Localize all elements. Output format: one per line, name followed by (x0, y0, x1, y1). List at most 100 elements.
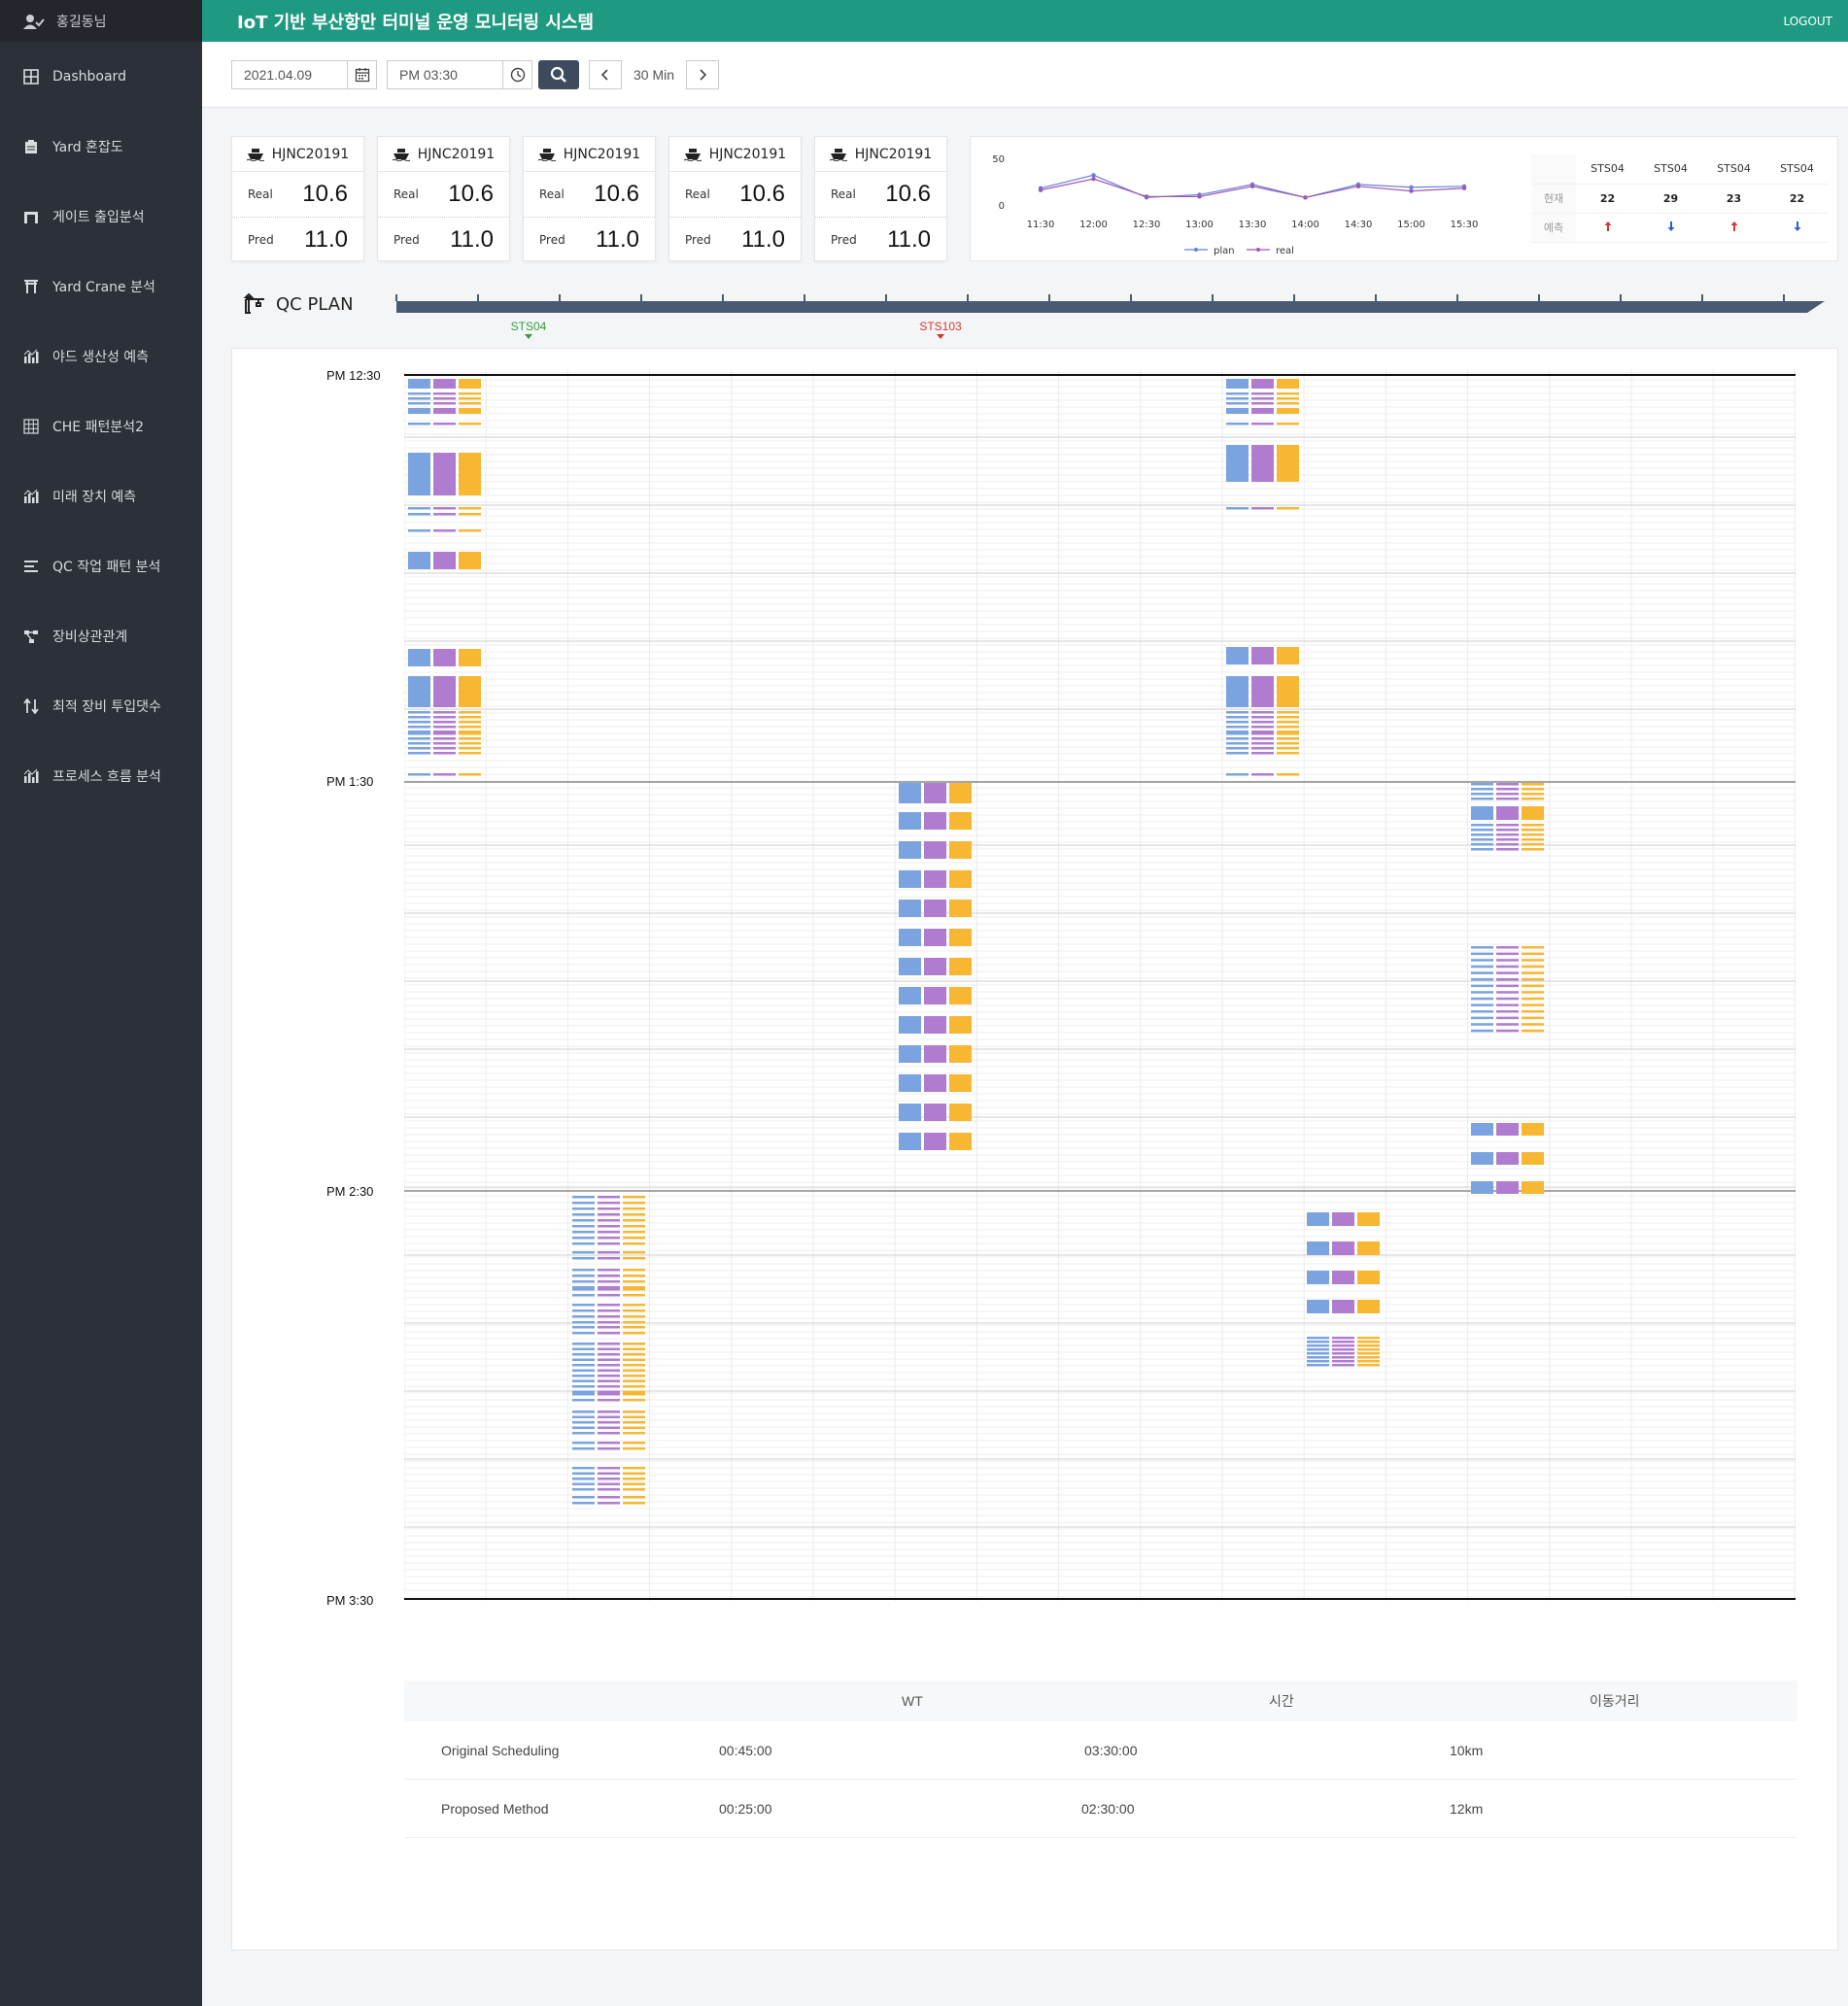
next-interval-button[interactable] (686, 59, 720, 89)
work-stripe (1251, 397, 1274, 400)
work-stripe (408, 731, 430, 733)
date-input[interactable]: 2021.04.09 (231, 59, 348, 89)
sts-current-value: 22 (1765, 184, 1829, 214)
work-stripe (572, 1379, 595, 1382)
data-point (1409, 188, 1414, 193)
work-stripe (1251, 507, 1274, 510)
calendar-button[interactable] (348, 59, 377, 89)
work-stripe (1277, 731, 1299, 733)
work-stripe (1251, 731, 1274, 733)
work-stripe (1471, 1029, 1493, 1033)
work-stripe (1307, 1356, 1329, 1359)
work-stripe (623, 1447, 645, 1450)
real-value: 10.6 (739, 181, 785, 207)
sidebar-item[interactable]: 프로세스 흐름 분석 (0, 741, 202, 811)
sts-marker[interactable]: STS04 (511, 320, 547, 339)
work-stripe (1496, 838, 1519, 841)
sidebar-item[interactable]: Dashboard (0, 42, 202, 112)
work-stripe (408, 747, 430, 750)
x-tick-label: 12:00 (1079, 220, 1108, 230)
work-stripe (598, 1251, 620, 1254)
work-stripe (1471, 783, 1493, 786)
work-stripe (623, 1294, 645, 1297)
work-block (1307, 1271, 1329, 1284)
time-value: 02:30:00 (1081, 1800, 1135, 1817)
work-block (459, 552, 481, 569)
time-input[interactable]: PM 03:30 (387, 59, 503, 89)
work-stripe (1496, 1016, 1519, 1020)
work-block (1277, 676, 1299, 707)
work-block (1332, 1212, 1354, 1226)
x-tick-label: 12:30 (1133, 220, 1161, 230)
work-stripe (1251, 742, 1274, 745)
work-block (949, 841, 972, 859)
data-point (1144, 194, 1149, 199)
work-stripe (1496, 991, 1519, 994)
sidebar-item-label: 장비상관관계 (52, 629, 128, 645)
work-stripe (1332, 1344, 1354, 1347)
work-stripe (572, 1421, 595, 1424)
work-stripe (572, 1257, 595, 1260)
sidebar-item[interactable]: Yard 혼잡도 (0, 112, 202, 182)
work-stripe (408, 721, 430, 724)
sts-marker[interactable]: STS103 (919, 320, 962, 339)
sts-header: STS04 (1765, 154, 1829, 185)
x-tick-label: 13:00 (1185, 220, 1214, 230)
work-stripe (1496, 843, 1519, 846)
work-stripe (1357, 1337, 1380, 1340)
work-stripe (1251, 423, 1274, 425)
ship-icon (246, 148, 264, 161)
sidebar-item[interactable]: 게이트 출입분석 (0, 182, 202, 252)
prev-interval-button[interactable] (589, 59, 622, 89)
work-block (1251, 379, 1274, 389)
work-stripe (623, 1421, 645, 1424)
user-info[interactable]: 홍길동님 (0, 0, 202, 42)
sidebar-item[interactable]: 야드 생산성 예측 (0, 322, 202, 391)
vessel-card-header: HJNC20191 (524, 137, 655, 172)
work-stripe (598, 1393, 620, 1396)
real-label: Real (685, 187, 710, 201)
legend-label: real (1276, 246, 1294, 256)
sidebar-item[interactable]: Yard Crane 분석 (0, 252, 202, 322)
work-block (1277, 379, 1299, 389)
work-stripe (572, 1332, 595, 1335)
sidebar-item[interactable]: QC 작업 패턴 분석 (0, 531, 202, 601)
work-stripe (598, 1225, 620, 1228)
clock-button[interactable] (503, 59, 532, 89)
work-stripe (572, 1251, 595, 1254)
work-stripe (459, 423, 481, 425)
work-stripe (1471, 978, 1493, 981)
work-stripe (1522, 848, 1544, 851)
work-block (924, 929, 946, 946)
sidebar-item[interactable]: 최적 장비 투입댓수 (0, 671, 202, 741)
work-stripe (1307, 1348, 1329, 1351)
work-stripe (1496, 783, 1519, 786)
work-stripe (598, 1304, 620, 1307)
real-label: Real (539, 187, 565, 201)
work-stripe (1357, 1341, 1380, 1343)
sidebar-item[interactable]: CHE 패턴분석2 (0, 391, 202, 461)
work-block (949, 929, 972, 946)
work-stripe (433, 747, 456, 750)
interval-label: 30 Min (633, 66, 675, 83)
work-stripe (598, 1369, 620, 1372)
sidebar-item[interactable]: 미래 장치 예측 (0, 461, 202, 531)
work-stripe (623, 1390, 645, 1393)
work-stripe (598, 1315, 620, 1318)
data-point (1091, 176, 1096, 182)
work-block (433, 408, 456, 414)
work-stripe (572, 1467, 595, 1470)
logout-link[interactable]: LOGOUT (1783, 14, 1832, 28)
work-stripe (1332, 1356, 1354, 1359)
work-stripe (1471, 1016, 1493, 1020)
work-stripe (623, 1321, 645, 1324)
work-stripe (623, 1286, 645, 1289)
search-button[interactable] (538, 59, 579, 89)
sidebar-item[interactable]: 장비상관관계 (0, 601, 202, 671)
work-stripe (459, 513, 481, 516)
work-stripe (1496, 984, 1519, 988)
work-stripe (572, 1496, 595, 1499)
work-stripe (1226, 742, 1249, 745)
work-stripe (433, 529, 456, 532)
work-stripe (623, 1269, 645, 1272)
